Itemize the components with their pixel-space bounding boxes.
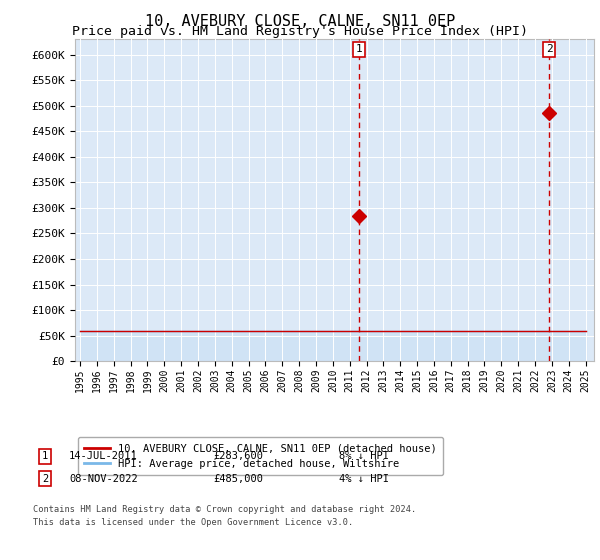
Text: £485,000: £485,000 (213, 474, 263, 484)
Text: 10, AVEBURY CLOSE, CALNE, SN11 0EP: 10, AVEBURY CLOSE, CALNE, SN11 0EP (145, 14, 455, 29)
Text: 4% ↓ HPI: 4% ↓ HPI (339, 474, 389, 484)
Text: 1: 1 (42, 451, 48, 461)
Text: 14-JUL-2011: 14-JUL-2011 (69, 451, 138, 461)
Text: 1: 1 (355, 44, 362, 54)
Text: £283,600: £283,600 (213, 451, 263, 461)
Legend: 10, AVEBURY CLOSE, CALNE, SN11 0EP (detached house), HPI: Average price, detache: 10, AVEBURY CLOSE, CALNE, SN11 0EP (deta… (77, 437, 443, 475)
Text: 2: 2 (546, 44, 553, 54)
Text: 8% ↓ HPI: 8% ↓ HPI (339, 451, 389, 461)
Text: Contains HM Land Registry data © Crown copyright and database right 2024.
This d: Contains HM Land Registry data © Crown c… (33, 505, 416, 526)
Text: Price paid vs. HM Land Registry's House Price Index (HPI): Price paid vs. HM Land Registry's House … (72, 25, 528, 38)
Text: 08-NOV-2022: 08-NOV-2022 (69, 474, 138, 484)
Text: 2: 2 (42, 474, 48, 484)
